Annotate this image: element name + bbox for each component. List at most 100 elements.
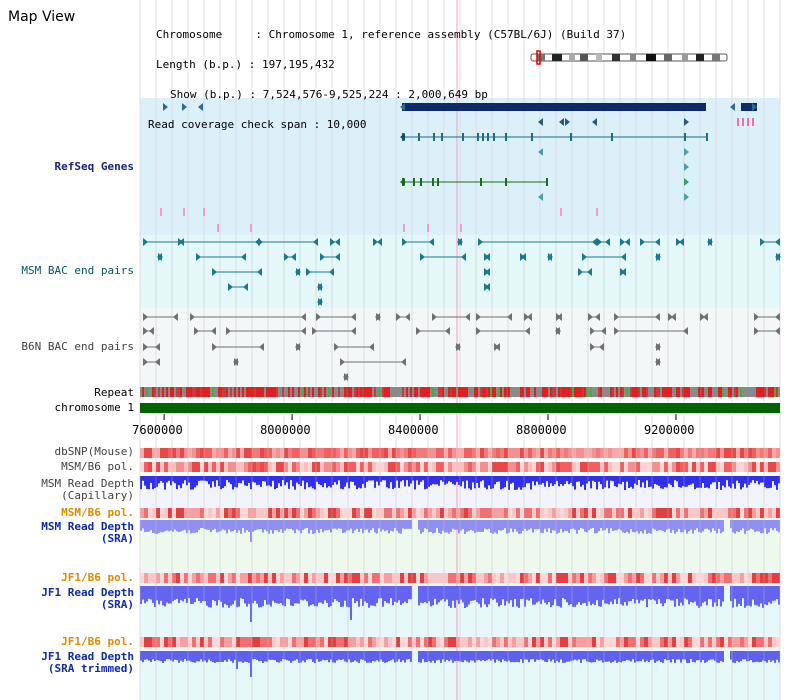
- jf1-trim-depth: [526, 651, 528, 660]
- track-label-chromosome[interactable]: chromosome 1: [54, 401, 134, 414]
- msm-pol2-cell: [216, 508, 220, 518]
- msm-pol-cell: [320, 462, 324, 472]
- repeat-block: [706, 387, 708, 397]
- track-label-refseq[interactable]: RefSeq Genes: [54, 160, 134, 173]
- repeat-block: [600, 387, 602, 397]
- msm-pol2-cell: [144, 508, 148, 518]
- dbsnp-cell: [260, 448, 264, 458]
- track-label-b6n-bac[interactable]: B6N BAC end pairs: [21, 340, 134, 353]
- jf1-sra-depth: [330, 586, 332, 606]
- msm-pol2-cell: [556, 508, 560, 518]
- jf1-pol2-cell: [680, 637, 684, 647]
- jf1-sra-depth: [380, 586, 382, 599]
- msm-sra-depth: [370, 520, 372, 531]
- msm-capillary-depth: [634, 476, 636, 484]
- track-label-repeat[interactable]: Repeat: [94, 386, 134, 399]
- jf1-trim-depth: [448, 651, 450, 662]
- jf1-trim-depth: [274, 651, 276, 661]
- jf1-sra-depth: [570, 586, 572, 605]
- msm-pol2-cell: [580, 508, 584, 518]
- msm-pol2-cell: [368, 508, 372, 518]
- msm-sra-depth: [696, 520, 698, 529]
- feature-arrow: [538, 193, 543, 201]
- msm-capillary-depth: [378, 476, 380, 486]
- msm-sra-depth: [386, 520, 388, 531]
- msm-sra-depth: [744, 520, 746, 534]
- msm-sra-depth: [488, 520, 490, 529]
- msm-sra-depth: [234, 520, 236, 530]
- jf1-pol-cell: [288, 573, 292, 583]
- jf1-sra-depth: [526, 586, 528, 600]
- msm-sra-depth: [396, 520, 398, 531]
- rna-mark: [160, 208, 162, 216]
- jf1-trim-depth: [396, 651, 398, 662]
- msm-capillary-depth: [206, 476, 208, 482]
- jf1-trim-depth: [768, 651, 770, 660]
- jf1-trim-depth: [328, 651, 330, 663]
- msm-pol-cell: [616, 462, 620, 472]
- msm-pol-cell: [276, 462, 280, 472]
- jf1-sra-depth: [176, 586, 178, 599]
- msm-capillary-depth: [524, 476, 526, 488]
- repeat-block: [536, 387, 538, 397]
- jf1-trim-depth: [660, 651, 662, 663]
- jf1-sra-depth: [774, 586, 776, 601]
- track-label-jf1-read-trimmed[interactable]: JF1 Read Depth (SRA trimmed): [41, 650, 134, 675]
- msm-sra-depth: [418, 520, 420, 530]
- jf1-sra-depth: [220, 586, 222, 602]
- jf1-sra-depth: [624, 586, 626, 603]
- msm-sra-depth: [700, 520, 702, 533]
- bac-end: [676, 238, 681, 246]
- msm-capillary-depth: [222, 476, 224, 489]
- msm-capillary-depth: [518, 476, 520, 488]
- track-label-jf1-pol-2[interactable]: JF1/B6 pol.: [61, 635, 134, 648]
- msm-pol2-cell: [588, 508, 592, 518]
- repeat-block: [724, 387, 726, 397]
- jf1-sra-depth: [748, 586, 750, 606]
- jf1-trim-depth: [330, 651, 332, 660]
- jf1-pol-cell: [416, 573, 420, 583]
- track-label-dbsnp[interactable]: dbSNP(Mouse): [54, 445, 134, 458]
- jf1-sra-depth: [294, 586, 296, 604]
- jf1-pol-cell: [196, 573, 200, 583]
- track-label-jf1-pol-1[interactable]: JF1/B6 pol.: [61, 571, 134, 584]
- jf1-sra-depth: [396, 586, 398, 603]
- jf1-pol2-cell: [308, 637, 312, 647]
- jf1-pol2-cell: [740, 637, 744, 647]
- track-label-msm-pol-1[interactable]: MSM/B6 pol.: [61, 460, 134, 473]
- msm-sra-depth: [372, 520, 374, 529]
- jf1-trim-depth: [178, 651, 180, 663]
- msm-pol-cell: [476, 462, 480, 472]
- msm-capillary-depth: [228, 476, 230, 483]
- jf1-trim-depth: [266, 651, 268, 662]
- track-label-msm-read-sra[interactable]: MSM Read Depth (SRA): [41, 520, 134, 545]
- jf1-trim-depth: [186, 651, 188, 661]
- dbsnp-cell: [280, 448, 284, 458]
- jf1-pol2-cell: [676, 637, 680, 647]
- repeat-block: [744, 387, 746, 397]
- track-label-msm-bac[interactable]: MSM BAC end pairs: [21, 264, 134, 277]
- msm-sra-depth: [430, 520, 432, 532]
- msm-sra-depth: [624, 520, 626, 533]
- msm-pol-cell: [280, 462, 284, 472]
- track-label-msm-read-capillary[interactable]: MSM Read Depth (Capillary): [41, 477, 134, 502]
- msm-pol-cell: [472, 462, 476, 472]
- jf1-pol2-cell: [628, 637, 632, 647]
- msm-capillary-depth: [624, 476, 626, 490]
- msm-capillary-depth: [322, 476, 324, 488]
- track-label-jf1-read-sra[interactable]: JF1 Read Depth (SRA): [41, 586, 134, 611]
- dbsnp-cell: [468, 448, 472, 458]
- msm-capillary-depth: [404, 476, 406, 487]
- track-label-msm-pol-2[interactable]: MSM/B6 pol.: [61, 506, 134, 519]
- msm-pol-cell: [232, 462, 236, 472]
- dbsnp-cell: [296, 448, 300, 458]
- jf1-sra-depth: [188, 586, 190, 599]
- feature-arrow: [538, 118, 543, 126]
- repeat-block: [180, 387, 182, 397]
- feature-arrow: [752, 103, 757, 111]
- msm-sra-depth: [570, 520, 572, 530]
- bac-end: [416, 327, 421, 335]
- msm-pol-cell: [236, 462, 240, 472]
- msm-sra-depth: [646, 520, 648, 534]
